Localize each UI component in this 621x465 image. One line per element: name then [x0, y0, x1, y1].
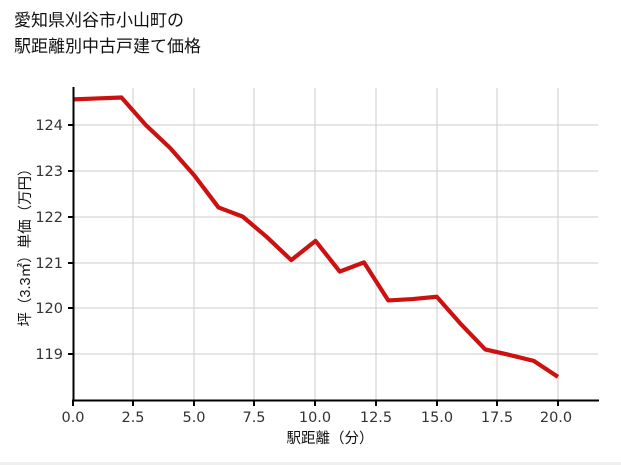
x-tick-label-2: 5.0: [182, 410, 205, 426]
y-tickmarks-group: [68, 124, 73, 355]
x-tick-label-1: 2.5: [121, 410, 144, 426]
y-tick-label-4: 123: [35, 164, 63, 180]
x-tick-label-8: 20.0: [540, 410, 572, 426]
y-tick-label-1: 120: [35, 301, 63, 317]
x-tick-label-3: 7.5: [242, 410, 265, 426]
y-tick-label-5: 124: [35, 118, 63, 134]
x-tick-label-0: 0.0: [61, 410, 84, 426]
gridlines-group: [73, 88, 598, 400]
x-axis-title: 駅距離（分）: [287, 429, 374, 447]
bottom-divider: [0, 462, 621, 465]
x-tickmarks-group: [72, 401, 559, 406]
x-tick-label-4: 10.0: [299, 410, 331, 426]
y-tick-label-3: 122: [35, 210, 63, 226]
x-tick-label-7: 17.5: [481, 410, 513, 426]
price-trend-line: [72, 95, 560, 379]
x-tick-label-6: 15.0: [421, 410, 453, 426]
y-axis-tick-labels: 119 120 121 122 123 124: [35, 118, 63, 363]
y-tick-label-0: 119: [35, 347, 63, 363]
y-axis-title: 坪（3.3㎡）単価（万円）: [17, 161, 34, 326]
axis-spines-group: [72, 87, 599, 402]
y-tick-label-2: 121: [35, 256, 63, 272]
x-tick-label-5: 12.5: [360, 410, 392, 426]
page-title: 愛知県刈谷市小山町の 駅距離別中古戸建て価格: [14, 11, 201, 56]
x-axis-tick-labels: 0.0 2.5 5.0 7.5 10.0 12.5 15.0 17.5 20.0: [61, 410, 572, 426]
